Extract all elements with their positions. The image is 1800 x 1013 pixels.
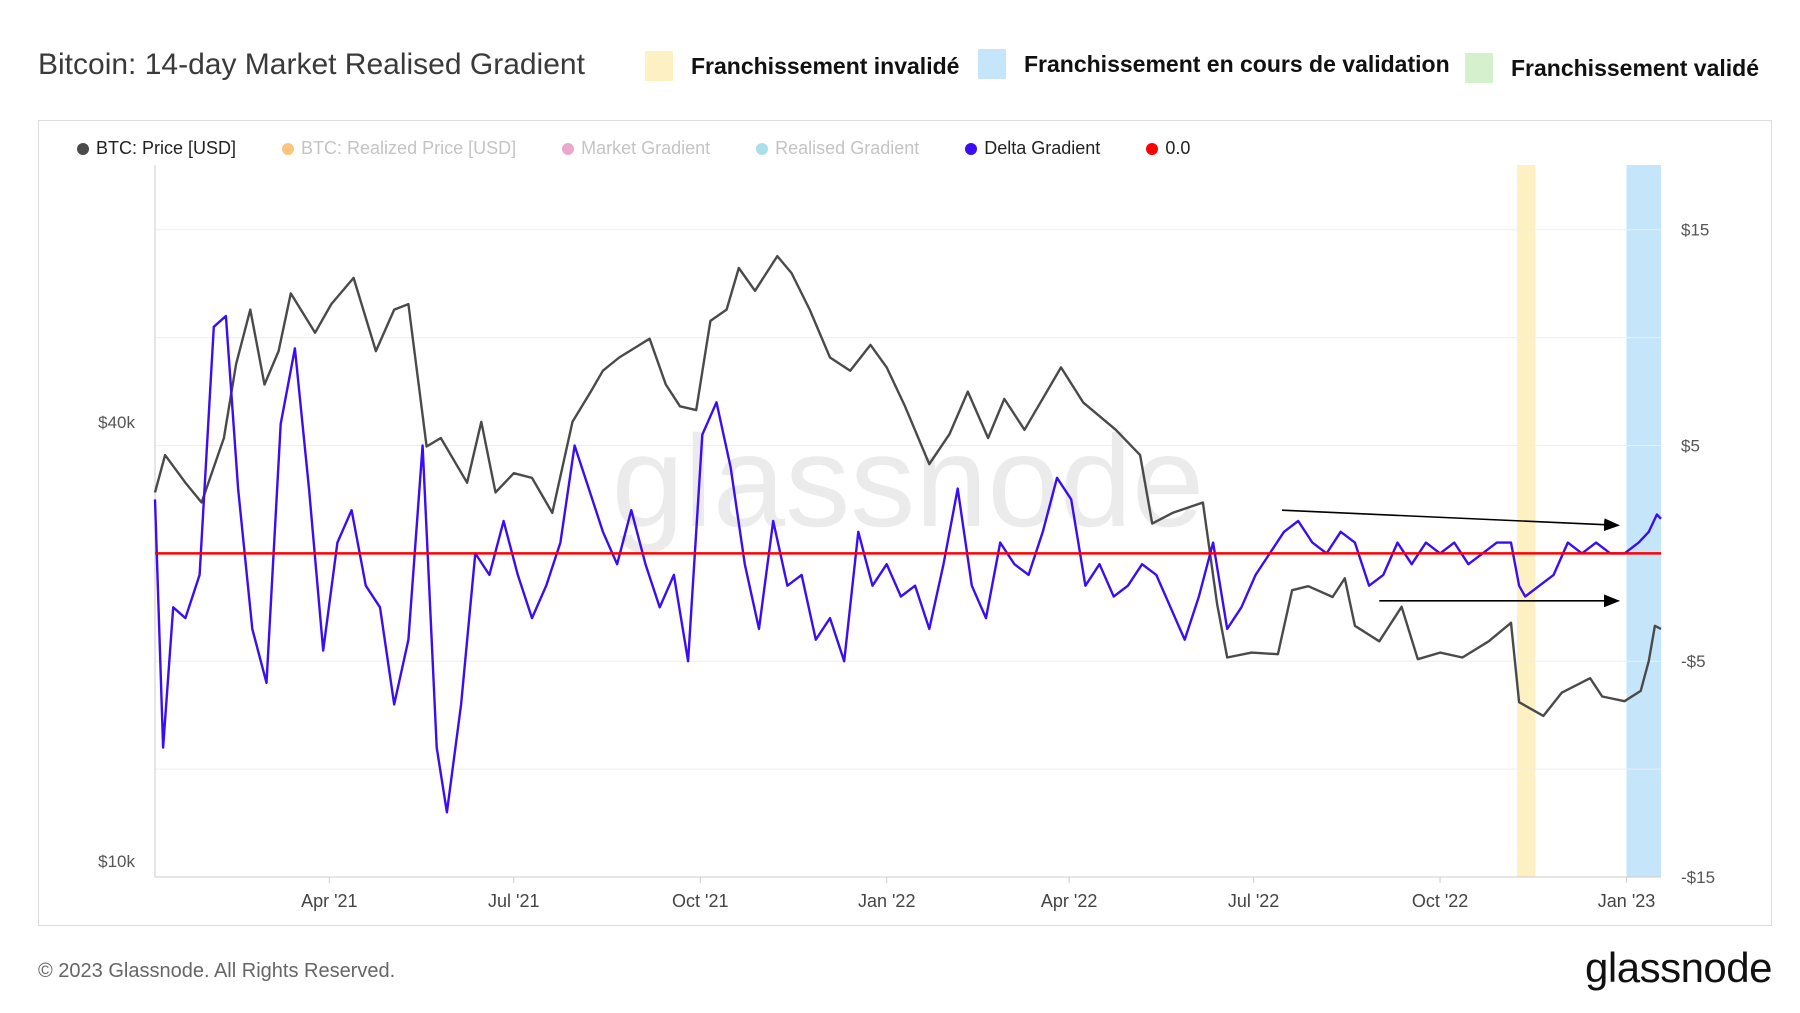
copyright-text: © 2023 Glassnode. All Rights Reserved. — [38, 960, 396, 982]
y-left-tick-label: $10k — [98, 852, 135, 871]
x-tick-label: Apr '22 — [1041, 891, 1097, 911]
chart-container: glassnode Apr '21 Jul '21 Oct '21 Jan '22 Apr… — [38, 120, 1772, 926]
highlight-band-1 — [1626, 165, 1661, 877]
legend-label: 0.0 — [1165, 138, 1191, 158]
legend-label: BTC: Price [USD] — [96, 138, 237, 158]
legend-dot-icon — [77, 142, 89, 155]
x-tick-label: Apr '21 — [301, 891, 357, 911]
chart-legend: BTC: Price [USD] BTC: Realized Price [USD… — [77, 138, 1236, 159]
chart-plot: glassnode Apr '21 Jul '21 Oct '21 Jan '22 Apr… — [98, 165, 1715, 911]
legend-dot-icon — [756, 142, 769, 155]
title-bar: Bitcoin: 14-day Market Realised Gradient… — [38, 44, 1778, 88]
badge-label-validated: Franchissement validé — [1511, 54, 1759, 81]
badge-invalidated: Franchissement invalidé — [645, 51, 959, 81]
x-tick-label: Jan '22 — [858, 891, 915, 911]
legend-label: Delta Gradient — [984, 138, 1101, 158]
badge-validating: Franchissement en cours de validation — [978, 49, 1450, 79]
x-tick-label: Jan '23 — [1598, 891, 1655, 911]
legend-dot-icon — [1146, 142, 1159, 155]
y-right-tick-label: -$15 — [1681, 868, 1715, 887]
legend-dot-icon — [965, 142, 978, 155]
legend-label: BTC: Realized Price [USD] — [301, 138, 517, 158]
trend-arrow-0 — [1281, 509, 1621, 532]
glassnode-logo[interactable]: glassnode — [1585, 944, 1772, 991]
badge-swatch-validating — [978, 49, 1006, 79]
watermark-text: glassnode — [612, 408, 1205, 554]
legend-dot-icon — [562, 142, 575, 155]
x-tick-label: Jul '21 — [488, 891, 539, 911]
x-tick-label: Oct '22 — [1412, 891, 1468, 911]
y-left-tick-label: $40k — [98, 413, 135, 432]
y-right-tick-label: $5 — [1681, 436, 1700, 455]
chart-title: Bitcoin: 14-day Market Realised Gradient — [38, 48, 585, 81]
badge-validated: Franchissement validé — [1465, 53, 1759, 83]
series-line-0 — [153, 254, 1662, 718]
badge-swatch-validated — [1465, 53, 1493, 83]
x-tick-label: Oct '21 — [672, 891, 728, 911]
legend-item-4[interactable]: Delta Gradient — [965, 138, 1100, 159]
series-line-1 — [153, 314, 1662, 814]
x-tick-label: Jul '22 — [1228, 891, 1279, 911]
badge-label-validating: Franchissement en cours de validation — [1024, 50, 1450, 77]
legend-item-5[interactable]: 0.0 — [1146, 138, 1190, 159]
legend-item-0[interactable]: BTC: Price [USD] — [77, 138, 236, 159]
legend-label: Market Gradient — [581, 138, 711, 158]
legend-item-3[interactable]: Realised Gradient — [756, 138, 919, 159]
legend-label: Realised Gradient — [775, 138, 920, 158]
y-right-tick-label: $15 — [1681, 221, 1709, 240]
badge-label-invalidated: Franchissement invalidé — [691, 52, 960, 79]
y-right-tick-label: -$5 — [1681, 652, 1706, 671]
legend-item-2[interactable]: Market Gradient — [562, 138, 710, 159]
badge-swatch-invalidated — [645, 51, 673, 81]
legend-item-1[interactable]: BTC: Realized Price [USD] — [282, 138, 516, 159]
legend-dot-icon — [282, 142, 295, 155]
